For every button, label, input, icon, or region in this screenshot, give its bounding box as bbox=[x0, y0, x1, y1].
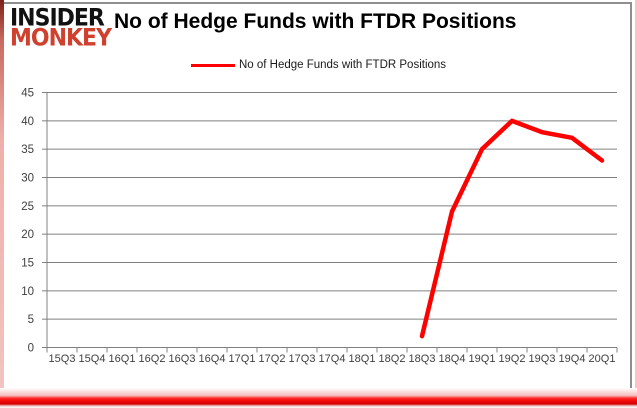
x-tick-label: 17Q3 bbox=[289, 353, 316, 365]
x-tick-label: 16Q1 bbox=[109, 353, 136, 365]
x-tick-label: 18Q2 bbox=[379, 353, 406, 365]
series-line-0 bbox=[419, 118, 605, 339]
x-tick-label: 15Q4 bbox=[79, 353, 106, 365]
x-tick-label: 17Q2 bbox=[259, 353, 286, 365]
x-tick-label: 16Q4 bbox=[199, 353, 226, 365]
y-tick-label: 30 bbox=[21, 173, 34, 185]
x-tick-label: 16Q2 bbox=[139, 353, 166, 365]
card-bottom-accent bbox=[0, 388, 637, 408]
y-tick-label: 45 bbox=[21, 88, 34, 100]
x-tick-label: 19Q2 bbox=[499, 353, 526, 365]
x-tick-label: 17Q4 bbox=[319, 353, 346, 365]
x-tick-label: 17Q1 bbox=[229, 353, 256, 365]
legend-series-label: No of Hedge Funds with FTDR Positions bbox=[238, 59, 447, 71]
card-right-border bbox=[630, 2, 632, 394]
card-left-accent bbox=[0, 0, 4, 399]
x-tick-label: 18Q4 bbox=[439, 353, 466, 365]
logo-monkey-text: MONKEY bbox=[10, 24, 112, 52]
y-tick-label: 35 bbox=[21, 144, 34, 156]
y-tick-label: 10 bbox=[21, 286, 34, 298]
x-tick-label: 16Q3 bbox=[169, 353, 196, 365]
y-tick-label: 15 bbox=[21, 258, 34, 270]
x-tick-label: 19Q3 bbox=[529, 353, 556, 365]
y-tick-label: 25 bbox=[21, 201, 34, 213]
y-tick-label: 20 bbox=[21, 229, 34, 241]
card-right-glow bbox=[635, 0, 637, 408]
x-tick-label: 19Q1 bbox=[469, 353, 496, 365]
chart-title: No of Hedge Funds with FTDR Positions bbox=[114, 10, 517, 33]
insider-monkey-logo: INSIDER MONKEY bbox=[10, 4, 112, 52]
x-tick-label: 19Q4 bbox=[559, 353, 586, 365]
x-tick-label: 15Q3 bbox=[49, 353, 76, 365]
y-tick-label: 0 bbox=[28, 343, 34, 355]
legend-line-swatch bbox=[190, 63, 235, 67]
y-tick-label: 5 bbox=[28, 314, 34, 326]
chart-legend: No of Hedge Funds with FTDR Positions bbox=[0, 58, 637, 72]
y-tick-label: 40 bbox=[21, 116, 34, 128]
x-tick-label: 18Q3 bbox=[409, 353, 436, 365]
card-top-border bbox=[0, 2, 632, 4]
logo-insider-text: INSIDER bbox=[10, 4, 105, 32]
x-tick-label: 20Q1 bbox=[589, 353, 616, 365]
x-tick-label: 18Q1 bbox=[349, 353, 376, 365]
